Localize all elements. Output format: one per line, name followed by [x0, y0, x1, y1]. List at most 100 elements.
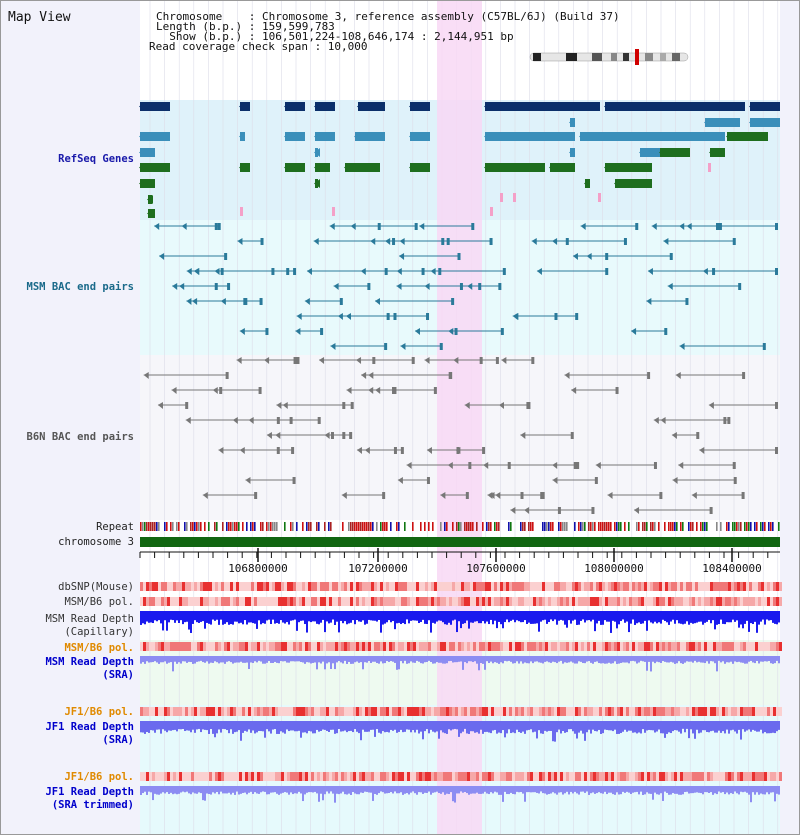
msm-bac-pair-end — [239, 328, 245, 335]
b6n-bac-pair-end — [482, 447, 486, 454]
jf1-trimmed-depth-bar — [212, 786, 214, 793]
repeat-element — [486, 522, 488, 531]
gene-strand-arrow — [354, 132, 360, 141]
msm-sra-depth-bar — [732, 656, 734, 664]
msm-pol-density-cell — [380, 597, 383, 606]
repeat-element — [152, 522, 154, 531]
dbsnp-density-cell — [233, 582, 236, 591]
msm-sra-depth-bar — [432, 656, 434, 664]
msm-pol-sra-cell — [140, 642, 143, 651]
msm-sra-depth-bar — [558, 656, 560, 662]
jf1-trimmed-depth-bar — [276, 786, 278, 794]
msm-sra-depth-bar — [290, 656, 292, 662]
jf1-trimmed-depth-bar — [402, 786, 404, 795]
repeat-element — [452, 522, 454, 531]
jf1-trimmed-depth-bar — [364, 786, 366, 792]
msm-pol-sra-cell — [611, 642, 614, 651]
jf1-pol-trim-cell — [200, 772, 203, 781]
msm-capillary-depth-bar — [242, 611, 244, 625]
msm-pol-sra-cell — [149, 642, 152, 651]
msm-sra-depth-bar — [202, 656, 204, 663]
msm-capillary-depth-bar — [328, 611, 330, 624]
msm-sra-depth-bar — [688, 656, 690, 662]
msm-pol-density-cell — [509, 597, 512, 606]
msm-bac-pair-end — [498, 283, 502, 290]
msm-capillary-depth-bar — [696, 611, 698, 623]
coordinate-axis: 106800000 107200000 107600000 108000000 1084… — [139, 548, 780, 575]
msm-pol-density-cell — [761, 597, 764, 606]
b6n-bac-pair-end — [615, 387, 619, 394]
msm-sra-depth-bar — [366, 656, 368, 663]
jf1-pol-trim-cell — [701, 772, 704, 781]
msm-pol-density-cell — [656, 597, 659, 606]
repeat-element — [308, 522, 310, 531]
msm-pol-density-cell — [698, 597, 701, 606]
dbsnp-density-cell — [434, 582, 437, 591]
jf1-pol-cell — [350, 707, 353, 716]
msm-pol-density-cell — [479, 597, 482, 606]
msm-capillary-depth-bar — [278, 611, 280, 624]
msm-sra-depth-bar — [444, 656, 446, 664]
msm-sra-depth-bar — [576, 656, 578, 664]
msm-sra-depth-bar — [570, 656, 572, 662]
dbsnp-density-cell — [476, 582, 479, 591]
jf1-pol-cell — [557, 707, 560, 716]
jf1-sra-depth-bar — [278, 721, 280, 734]
msm-pol-sra-cell — [365, 642, 368, 651]
jf1-sra-depth-bar — [418, 721, 420, 734]
dbsnp-density-cell — [506, 582, 509, 591]
msm-sra-depth-bar — [194, 656, 196, 664]
jf1-sra-depth-bar — [232, 721, 234, 734]
msm-sra-depth-bar — [462, 656, 464, 670]
msm-sra-depth-bar — [406, 656, 408, 664]
msm-sra-depth-bar — [308, 656, 310, 663]
msm-capillary-depth-bar — [662, 611, 664, 620]
jf1-trimmed-depth-bar — [280, 786, 282, 794]
gene-block — [140, 132, 170, 141]
msm-bac-pair-end — [179, 283, 185, 290]
msm-sra-depth-bar — [300, 656, 302, 662]
msm-sra-depth-bar — [644, 656, 646, 662]
jf1-pol-cell — [476, 707, 479, 716]
jf1-pol-cell — [482, 707, 485, 716]
jf1-sra-depth-bar — [318, 721, 320, 732]
msm-pol-density-cell — [596, 597, 599, 606]
chromosome-ideogram[interactable] — [529, 49, 689, 65]
msm-capillary-depth-bar — [356, 611, 358, 621]
jf1-pol-trim-cell — [146, 772, 149, 781]
msm-pol-density-cell — [182, 597, 185, 606]
msm-bac-label[interactable]: MSM BAC end pairs — [26, 281, 134, 293]
jf1-pol-trim-cell — [218, 772, 221, 781]
jf1-pol-trim-cell — [497, 772, 500, 781]
jf1-sra-depth-bar — [542, 721, 544, 734]
gene-block — [285, 102, 305, 111]
repeat-element — [464, 522, 466, 531]
jf1-pol-trim-cell — [230, 772, 233, 781]
refseq-genes-label[interactable]: RefSeq Genes — [58, 153, 134, 165]
jf1-pol-cell — [503, 707, 506, 716]
msm-bac-pair-end — [512, 313, 518, 320]
repeat-element — [390, 522, 392, 531]
msm-capillary-depth-bar — [322, 611, 324, 620]
jf1-sra-depth-bar — [608, 721, 610, 731]
dbsnp-density-cell — [344, 582, 347, 591]
msm-sra-depth-bar — [424, 656, 426, 663]
msm-capillary-depth-bar — [566, 611, 568, 628]
msm-sra-depth-bar — [144, 656, 146, 664]
msm-pol-density-cell — [281, 597, 284, 606]
jf1-pol-cell — [239, 707, 242, 716]
jf1-pol-trim-cell — [392, 772, 395, 781]
msm-sra-depth-bar — [434, 656, 436, 664]
msm-pol-sra-cell — [752, 642, 755, 651]
jf1-trimmed-depth-bar — [448, 786, 450, 795]
jf1-sra-depth-bar — [468, 721, 470, 734]
jf1-trimmed-depth-bar — [632, 786, 634, 793]
b6n-bac-pair-end — [456, 447, 460, 454]
jf1-trimmed-depth-bar — [566, 786, 568, 792]
jf1-sra-depth-bar — [186, 721, 188, 731]
jf1-pol-trim-cell — [626, 772, 629, 781]
b6n-bac-label[interactable]: B6N BAC end pairs — [26, 431, 134, 443]
msm-capillary-depth-bar — [426, 611, 428, 625]
msm-sra-depth-bar — [298, 656, 300, 662]
